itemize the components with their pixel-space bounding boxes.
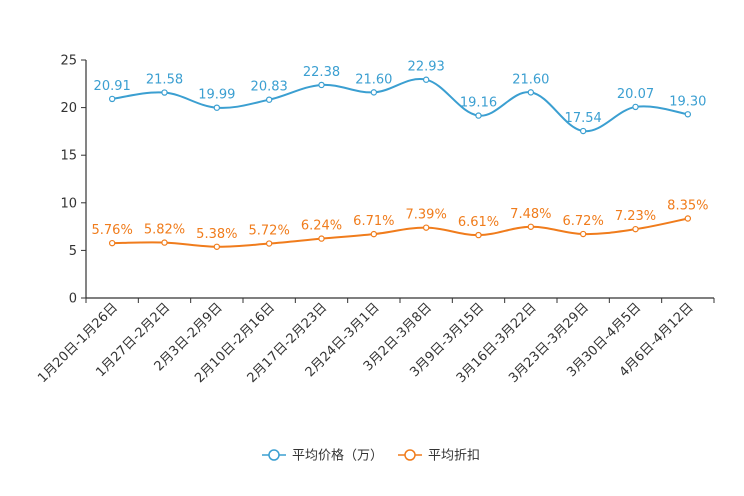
y-tick-label: 0 [69,292,77,307]
data-point [161,239,168,246]
data-point [475,231,482,239]
data-point [370,230,378,238]
data-point [422,224,430,231]
data-point [527,223,535,230]
data-point [161,89,168,96]
y-tick-label: 10 [60,196,77,211]
legend-circle-swatch [268,449,280,461]
data-point [422,76,430,83]
data-point [265,96,273,103]
data-label: 7.48% [510,207,551,222]
data-point [632,103,639,111]
data-point [475,112,482,119]
data-point [684,215,692,222]
data-point [213,104,221,111]
legend-label: 平均折扣 [428,449,480,464]
data-label: 22.93 [408,60,445,75]
y-tick-label: 15 [60,149,77,164]
data-label: 6.71% [353,214,394,229]
data-label: 8.35% [667,199,708,214]
data-point [318,235,325,242]
data-point [108,95,116,103]
data-point [265,240,273,247]
data-label: 21.58 [146,73,183,88]
data-point [370,89,378,96]
data-point [684,111,692,118]
data-label: 7.23% [615,209,656,224]
data-label: 5.38% [196,227,237,242]
data-label: 21.60 [512,72,549,87]
data-label: 5.82% [144,223,185,238]
legend-circle-swatch [404,449,416,461]
series-layer [108,76,692,250]
data-label: 19.99 [198,88,235,103]
data-label: 22.38 [303,65,340,80]
legend[interactable]: 平均价格（万） 平均折扣 [262,448,480,464]
data-label: 5.72% [249,224,290,239]
data-point [579,127,587,135]
legend-label: 平均价格（万） [292,448,383,464]
legend-item-1[interactable]: 平均价格（万） [262,448,383,464]
data-label: 20.83 [251,80,288,95]
data-point [318,81,325,89]
data-point [213,243,221,250]
data-label: 19.30 [669,94,706,109]
data-label: 20.91 [94,79,131,94]
legend-item-2[interactable]: 平均折扣 [398,449,480,464]
data-label: 6.72% [563,214,604,229]
data-label: 17.54 [565,111,602,126]
y-tick-label: 5 [69,244,77,259]
data-label: 5.76% [92,223,133,238]
data-point [632,225,639,233]
data-label: 6.61% [458,215,499,230]
data-label: 6.24% [301,219,342,234]
data-point [527,89,535,96]
series-line-2 [112,217,689,248]
y-tick-label: 25 [60,54,77,69]
data-label: 7.39% [406,208,447,223]
data-point [579,230,587,238]
data-label: 20.07 [617,87,654,102]
data-label: 21.60 [355,72,392,87]
data-point [108,239,116,247]
label-layer: 20.91 21.58 19.99 20.83 22.38 21.60 22.93 19.16… [92,60,709,242]
data-label: 19.16 [460,96,497,111]
y-tick-label: 20 [60,101,77,116]
